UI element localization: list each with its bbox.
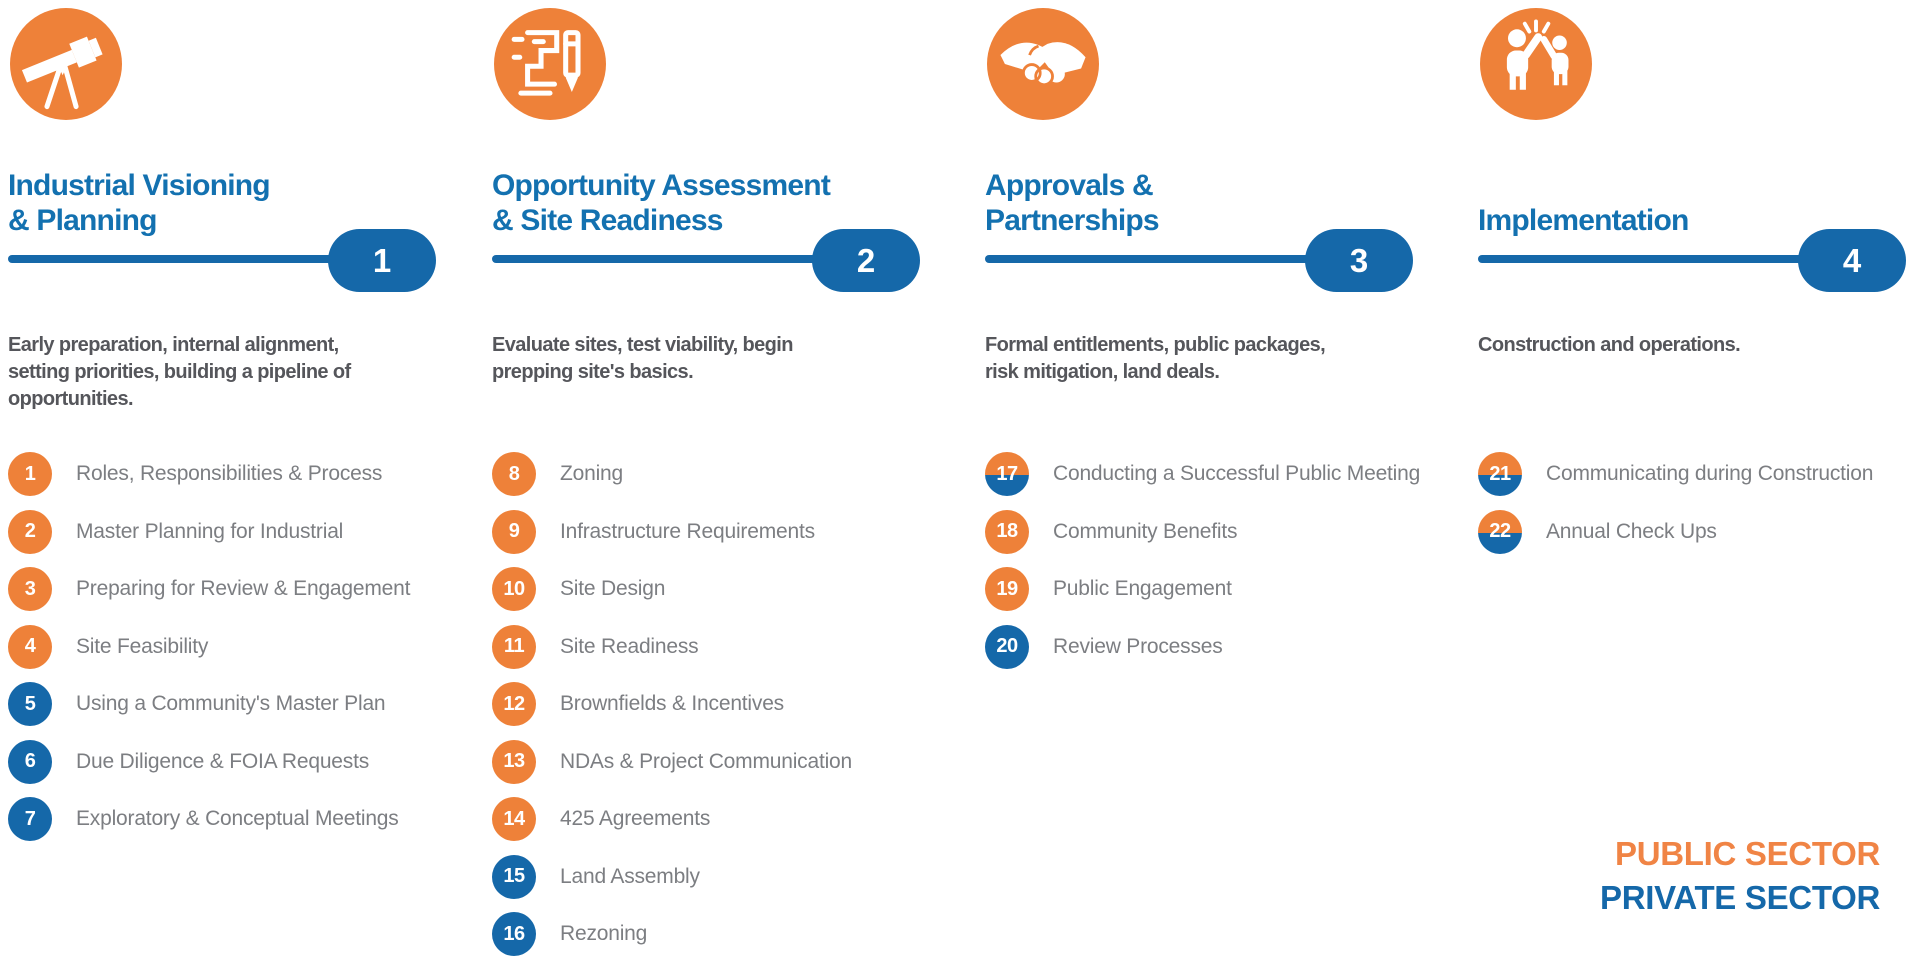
step-item: 22 Annual Check Ups — [1478, 509, 1873, 554]
step-label: Site Readiness — [560, 634, 699, 658]
step-number-badge: 9 — [492, 509, 536, 554]
step-number-badge: 13 — [492, 739, 536, 784]
step-item: 21 Communicating during Construction — [1478, 452, 1873, 496]
step-item: 8 Zoning — [492, 452, 852, 496]
step-label: 425 Agreements — [560, 807, 711, 830]
phase-title: Implementation — [1478, 204, 1689, 237]
phase-timeline — [1478, 255, 1830, 263]
phase-title: Industrial Visioning & Planning — [8, 169, 271, 237]
step-label: Due Diligence & FOIA Requests — [76, 749, 370, 773]
step-item: 14 425 Agreements — [492, 797, 852, 841]
step-item: 12 Brownfields & Incentives — [492, 682, 852, 726]
step-list: 8 Zoning 9 Infrastructure Requirements 1… — [492, 452, 852, 956]
step-item: 5 Using a Community's Master Plan — [8, 682, 410, 726]
step-label: Site Feasibility — [76, 634, 209, 658]
phase-title: Opportunity Assessment & Site Readiness — [492, 169, 831, 237]
step-label: Master Planning for Industrial — [76, 519, 344, 543]
step-number-badge: 12 — [492, 682, 536, 726]
step-label: Review Processes — [1053, 634, 1223, 658]
step-label: Roles, Responsibilities & Process — [76, 462, 383, 485]
step-item: 17 Conducting a Successful Public Meetin… — [985, 452, 1420, 496]
step-item: 20 Review Processes — [985, 624, 1420, 669]
telescope-icon — [10, 8, 122, 120]
step-number-badge: 3 — [8, 567, 52, 611]
step-number-badge: 8 — [492, 452, 536, 496]
phase-title: Approvals & Partnerships — [985, 169, 1160, 237]
step-number-badge: 6 — [8, 739, 52, 784]
step-item: 18 Community Benefits — [985, 509, 1420, 554]
blueprint-pencil-icon — [494, 8, 606, 120]
phase-column-2: Opportunity Assessment & Site Readiness … — [492, 0, 976, 965]
legend-private-sector: PRIVATE SECTOR — [1599, 879, 1880, 916]
step-item: 2 Master Planning for Industrial — [8, 509, 410, 554]
step-number-badge: 1 — [8, 452, 52, 496]
phase-description: Construction and operations. — [1478, 334, 1741, 356]
step-list: 1 Roles, Responsibilities & Process 2 Ma… — [8, 452, 410, 841]
step-label: Zoning — [560, 462, 624, 485]
step-item: 11 Site Readiness — [492, 624, 852, 669]
step-label: Preparing for Review & Engagement — [76, 577, 411, 600]
phase-number-pill: 4 — [1798, 229, 1906, 292]
step-number-badge: 5 — [8, 682, 52, 726]
step-item: 13 NDAs & Project Communication — [492, 739, 852, 784]
step-label: Using a Community's Master Plan — [76, 692, 386, 715]
step-item: 10 Site Design — [492, 567, 852, 611]
step-label: Community Benefits — [1053, 519, 1238, 543]
step-item: 19 Public Engagement — [985, 567, 1420, 611]
step-number-badge: 22 — [1478, 509, 1522, 554]
phase-timeline — [985, 255, 1337, 263]
step-label: Infrastructure Requirements — [560, 519, 815, 543]
phase-timeline — [492, 255, 844, 263]
step-label: Communicating during Construction — [1546, 462, 1874, 485]
step-list: 17 Conducting a Successful Public Meetin… — [985, 452, 1420, 669]
legend-public-sector: PUBLIC SECTOR — [1614, 835, 1880, 872]
step-number-badge: 11 — [492, 624, 536, 669]
handshake-icon — [987, 8, 1099, 120]
phase-number-pill: 2 — [812, 229, 920, 292]
phase-column-4: Implementation 4 Construction and operat… — [1478, 0, 1920, 965]
step-label: Annual Check Ups — [1546, 519, 1717, 543]
step-label: Public Engagement — [1053, 577, 1232, 600]
phase-number-pill: 1 — [328, 229, 436, 292]
high-five-icon — [1480, 8, 1592, 120]
phase-timeline — [8, 255, 360, 263]
sector-legend: PUBLIC SECTOR PRIVATE SECTOR — [1600, 832, 1880, 920]
step-item: 3 Preparing for Review & Engagement — [8, 567, 410, 611]
step-number-badge: 19 — [985, 567, 1029, 611]
step-label: NDAs & Project Communication — [560, 749, 852, 773]
step-label: Brownfields & Incentives — [560, 692, 784, 715]
step-label: Land Assembly — [560, 864, 700, 888]
step-item: 15 Land Assembly — [492, 854, 852, 899]
step-item: 1 Roles, Responsibilities & Process — [8, 452, 410, 496]
step-number-badge: 20 — [985, 624, 1029, 669]
step-number-badge: 10 — [492, 567, 536, 611]
step-number-badge: 7 — [8, 797, 52, 841]
step-number-badge: 21 — [1478, 452, 1522, 496]
phase-description: Evaluate sites, test viability, begin pr… — [492, 334, 793, 383]
step-label: Conducting a Successful Public Meeting — [1053, 462, 1421, 485]
phase-number-pill: 3 — [1305, 229, 1413, 292]
phase-column-3: Approvals & Partnerships 3 Formal entitl… — [985, 0, 1469, 965]
step-number-badge: 14 — [492, 797, 536, 841]
step-number-badge: 15 — [492, 854, 536, 899]
step-number-badge: 17 — [985, 452, 1029, 496]
step-item: 7 Exploratory & Conceptual Meetings — [8, 797, 410, 841]
phase-description: Formal entitlements, public packages, ri… — [985, 334, 1326, 383]
step-item: 9 Infrastructure Requirements — [492, 509, 852, 554]
step-label: Exploratory & Conceptual Meetings — [76, 807, 399, 830]
step-number-badge: 16 — [492, 912, 536, 956]
step-item: 6 Due Diligence & FOIA Requests — [8, 739, 410, 784]
phase-column-1: Industrial Visioning & Planning 1 Early … — [8, 0, 492, 965]
step-label: Rezoning — [560, 922, 648, 945]
step-item: 4 Site Feasibility — [8, 624, 410, 669]
step-number-badge: 4 — [8, 624, 52, 669]
step-number-badge: 2 — [8, 509, 52, 554]
step-label: Site Design — [560, 577, 666, 600]
phase-description: Early preparation, internal alignment, s… — [8, 334, 351, 410]
step-item: 16 Rezoning — [492, 912, 852, 956]
step-number-badge: 18 — [985, 509, 1029, 554]
step-list: 21 Communicating during Construction 22 … — [1478, 452, 1873, 554]
